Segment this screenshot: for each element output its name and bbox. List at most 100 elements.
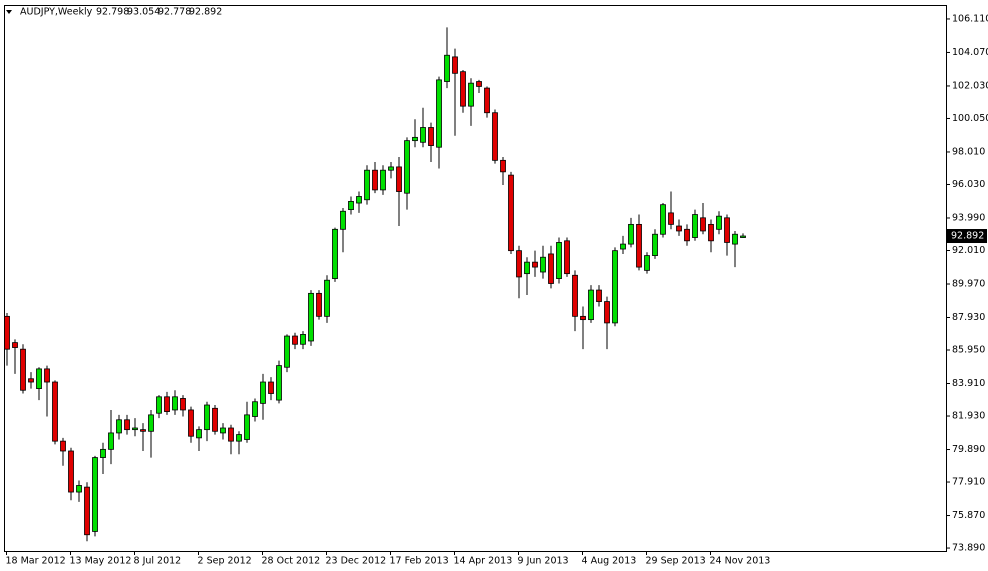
y-tick-label: 98.010: [952, 146, 985, 157]
candle-body: [668, 212, 674, 225]
candle-body: [556, 242, 562, 279]
candle-body: [340, 210, 346, 230]
candle-body: [532, 261, 538, 268]
y-tick-label: 102.030: [952, 80, 988, 91]
y-tick-label: 83.910: [952, 378, 985, 389]
y-tick-label: 93.990: [952, 212, 985, 223]
candle-body: [236, 434, 242, 442]
candle-body: [604, 301, 610, 324]
candle-body: [36, 368, 42, 389]
candle-body: [180, 398, 186, 411]
candle-body: [52, 381, 58, 442]
candle-body: [468, 82, 474, 107]
candle-body: [660, 204, 666, 235]
candle-body: [708, 223, 714, 242]
x-tick-label: 29 Sep 2013: [646, 556, 706, 567]
candle-body: [436, 79, 442, 148]
x-tick-label: 14 Apr 2013: [454, 556, 513, 567]
candle-body: [564, 240, 570, 275]
candle-body: [60, 440, 66, 452]
y-tick-label: 81.930: [952, 411, 985, 422]
candle-body: [316, 292, 322, 317]
ohlc-open: 92.798: [96, 7, 129, 18]
candle-body: [356, 196, 362, 204]
candle-body: [636, 223, 642, 268]
candle-body: [324, 279, 330, 317]
menu-arrow[interactable]: [6, 10, 12, 14]
x-tick-label: 2 Sep 2012: [198, 556, 252, 567]
plot-frame: [4, 5, 947, 552]
candle-body: [260, 381, 266, 404]
y-tick-label: 87.930: [952, 312, 985, 323]
y-tick-label: 73.890: [952, 543, 985, 554]
candle-body: [380, 169, 386, 191]
candle-body: [212, 407, 218, 432]
candle-body: [676, 225, 682, 232]
y-tick-label: 79.890: [952, 444, 985, 455]
y-tick-label: 89.970: [952, 278, 985, 289]
candle-body: [348, 200, 354, 211]
candle-body: [692, 214, 698, 238]
candle-body: [252, 401, 258, 417]
x-tick-label: 23 Dec 2012: [326, 556, 387, 567]
candle-body: [492, 112, 498, 161]
candle-body: [740, 235, 746, 238]
candle-body: [628, 223, 634, 245]
x-tick-label: 28 Oct 2012: [262, 556, 321, 567]
ohlc-high: 93.054: [127, 7, 160, 18]
candle-body: [156, 396, 162, 414]
candle-body: [364, 169, 370, 201]
candle-body: [444, 54, 450, 82]
candle-body: [580, 315, 586, 321]
candle-body: [716, 215, 722, 230]
candle-body: [428, 127, 434, 146]
candle-body: [76, 485, 82, 493]
x-tick-label: 18 Mar 2012: [6, 556, 66, 567]
candle-body: [284, 335, 290, 368]
candle-body: [700, 217, 706, 232]
candle-body: [276, 365, 282, 401]
y-tick-label: 106.110: [952, 13, 988, 24]
candle-body: [644, 255, 650, 271]
candle-body: [412, 136, 418, 142]
candle-body: [132, 427, 138, 431]
candle-body: [164, 396, 170, 412]
candle-body: [20, 348, 26, 391]
candle-body: [588, 289, 594, 321]
price-label: 92.892: [951, 231, 984, 242]
candle-body: [372, 169, 378, 191]
y-tick-label: 77.910: [952, 477, 985, 488]
candle-body: [476, 81, 482, 87]
candle-body: [268, 381, 274, 394]
price-label-box: [947, 229, 987, 244]
candle-body: [12, 342, 18, 348]
candle-body: [332, 228, 338, 279]
x-tick-label: 17 Feb 2013: [390, 556, 449, 567]
y-tick-label: 92.010: [952, 245, 985, 256]
candle-body: [516, 250, 522, 278]
y-tick-label: 85.950: [952, 345, 985, 356]
y-tick-label: 100.050: [952, 113, 988, 124]
x-tick-label: 8 Jul 2012: [134, 556, 182, 567]
ohlc-close: 92.892: [189, 7, 222, 18]
y-tick-label: 96.030: [952, 179, 985, 190]
candle-body: [612, 250, 618, 324]
candle-body: [724, 217, 730, 243]
candle-body: [148, 414, 154, 432]
candle-body: [44, 368, 50, 383]
candle-body: [196, 429, 202, 439]
candle-body: [188, 409, 194, 437]
candle-body: [124, 419, 130, 431]
candle-body: [244, 414, 250, 440]
candle-body: [140, 429, 146, 432]
x-tick-label: 9 Jun 2013: [518, 556, 569, 567]
candle-body: [548, 253, 554, 284]
candle-body: [460, 71, 466, 107]
candle-body: [396, 166, 402, 192]
candle-body: [620, 243, 626, 250]
candle-body: [92, 457, 98, 532]
candle-body: [524, 261, 530, 275]
y-tick-label: 75.870: [952, 510, 985, 521]
